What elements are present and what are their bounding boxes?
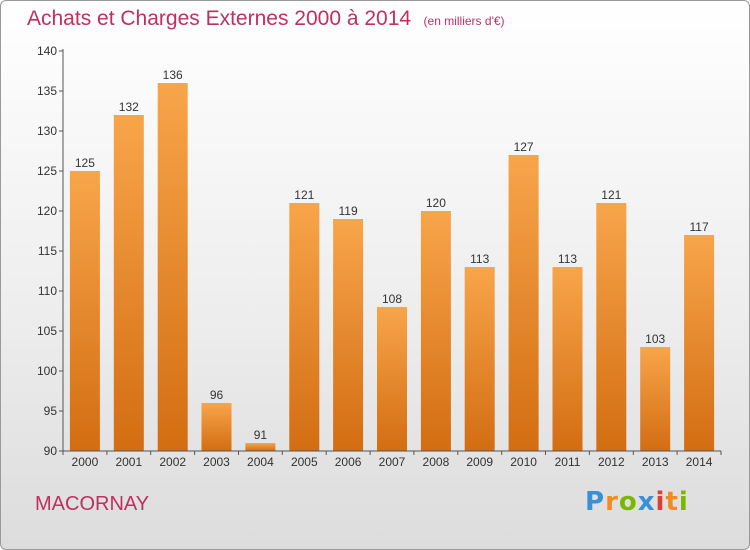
data-label-2014: 117: [690, 220, 709, 234]
logo-letter: i: [655, 487, 666, 517]
x-tick-label-2008: 2008: [423, 455, 450, 469]
x-tick-label-2011: 2011: [555, 455, 581, 469]
logo-letter: o: [618, 487, 638, 517]
x-tick-label-2010: 2010: [510, 455, 537, 469]
bar-2004: [245, 443, 276, 451]
bar-2009: [464, 267, 495, 451]
x-tick-label-2013: 2013: [642, 455, 669, 469]
bar-2014: [684, 235, 715, 451]
x-tick-label-2009: 2009: [466, 455, 493, 469]
logo-letter: r: [605, 487, 619, 517]
data-label-2010: 127: [514, 140, 534, 154]
bar-2008: [420, 211, 451, 451]
y-tick-label-135: 135: [37, 84, 57, 98]
y-tick-label-95: 95: [44, 404, 58, 418]
y-tick-label-125: 125: [37, 164, 57, 178]
bar-2000: [69, 171, 100, 451]
y-tick-label-90: 90: [44, 444, 58, 458]
chart-title-text: Achats et Charges Externes 2000 à 2014: [27, 7, 412, 30]
town-name: MACORNAY: [35, 493, 150, 515]
y-tick-label-100: 100: [37, 364, 57, 378]
data-label-2006: 119: [339, 204, 358, 218]
data-label-2013: 103: [645, 332, 665, 346]
chart-unit-label: (en milliers d'€): [423, 14, 505, 28]
x-tick-label-2002: 2002: [159, 455, 186, 469]
bar-2010: [508, 155, 539, 451]
bar-2011: [552, 267, 583, 451]
data-label-2001: 132: [119, 100, 139, 114]
chart-title: Achats et Charges Externes 2000 à 2014 (…: [27, 7, 505, 31]
data-label-2002: 136: [163, 68, 183, 82]
logo-letter: t: [665, 487, 679, 517]
data-label-2012: 121: [601, 188, 621, 202]
bar-2005: [289, 203, 320, 451]
bar-2013: [640, 347, 671, 451]
x-tick-label-2001: 2001: [115, 455, 142, 469]
y-tick-label-120: 120: [37, 204, 57, 218]
bar-2002: [157, 83, 188, 451]
data-label-2000: 125: [75, 156, 95, 170]
y-tick-label-110: 110: [38, 284, 57, 298]
x-tick-label-2005: 2005: [291, 455, 318, 469]
bar-2012: [596, 203, 627, 451]
data-label-2004: 91: [254, 428, 268, 442]
bar-2006: [333, 219, 364, 451]
y-tick-label-105: 105: [37, 324, 57, 338]
x-tick-label-2012: 2012: [598, 455, 625, 469]
logo-letter: i: [678, 487, 689, 517]
x-tick-label-2007: 2007: [379, 455, 406, 469]
logo-letter: x: [637, 487, 656, 517]
bar-2001: [113, 115, 144, 451]
x-tick-label-2000: 2000: [72, 455, 99, 469]
data-label-2009: 113: [470, 252, 489, 266]
data-label-2007: 108: [382, 292, 402, 306]
proxiti-logo: Proxiti: [585, 487, 689, 517]
x-tick-label-2006: 2006: [335, 455, 362, 469]
logo-letter: P: [585, 487, 606, 517]
x-tick-label-2004: 2004: [247, 455, 274, 469]
y-tick-label-130: 130: [37, 124, 57, 138]
x-tick-label-2014: 2014: [686, 455, 713, 469]
y-tick-label-115: 115: [38, 244, 57, 258]
data-label-2005: 121: [294, 188, 314, 202]
bar-2007: [377, 307, 407, 451]
data-label-2011: 113: [558, 252, 577, 266]
bar-2003: [201, 403, 232, 451]
y-tick-label-140: 140: [37, 44, 57, 58]
x-tick-label-2003: 2003: [203, 455, 230, 469]
data-label-2003: 96: [210, 388, 224, 402]
data-label-2008: 120: [426, 196, 446, 210]
